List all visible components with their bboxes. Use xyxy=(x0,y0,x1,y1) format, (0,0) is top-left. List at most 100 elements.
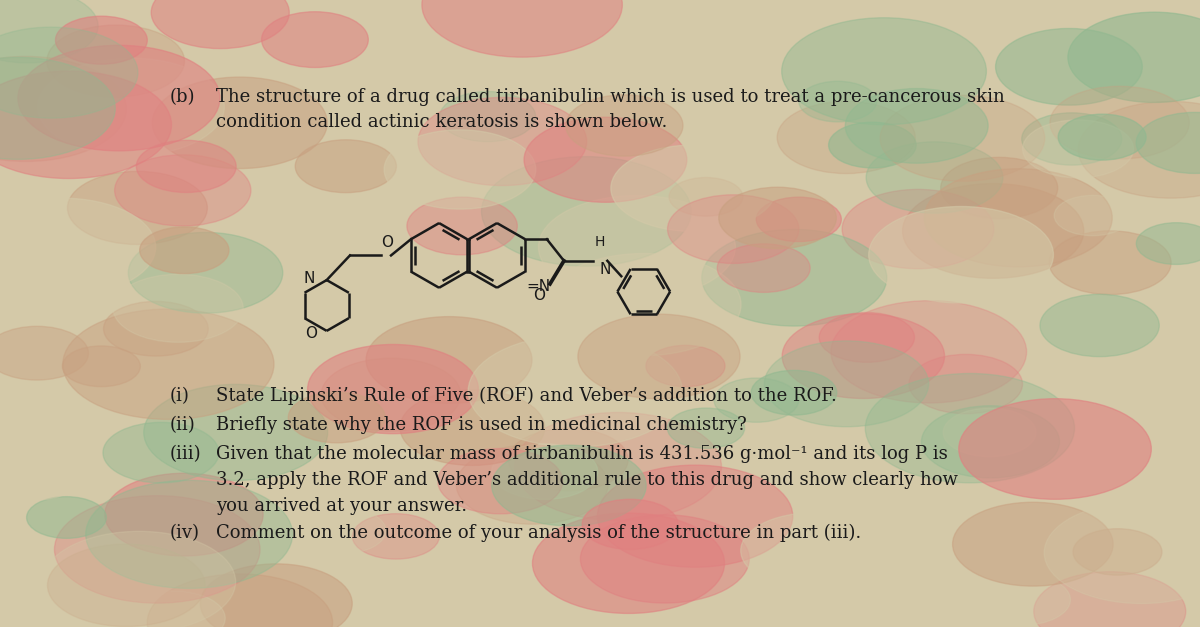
Circle shape xyxy=(1050,87,1189,159)
Circle shape xyxy=(492,444,598,499)
Circle shape xyxy=(830,301,1026,403)
Circle shape xyxy=(0,56,126,161)
Circle shape xyxy=(941,157,1057,218)
Circle shape xyxy=(262,12,368,68)
Circle shape xyxy=(1033,572,1186,627)
Circle shape xyxy=(480,265,688,374)
Circle shape xyxy=(1054,196,1132,236)
Circle shape xyxy=(113,274,244,342)
Circle shape xyxy=(782,314,944,399)
Text: H: H xyxy=(594,235,605,250)
Circle shape xyxy=(0,326,89,380)
Circle shape xyxy=(115,155,251,226)
Circle shape xyxy=(751,371,836,415)
Circle shape xyxy=(481,157,691,266)
Circle shape xyxy=(438,448,563,514)
Circle shape xyxy=(1021,113,1122,165)
Circle shape xyxy=(842,189,994,268)
Circle shape xyxy=(799,82,877,122)
Circle shape xyxy=(456,445,608,524)
Circle shape xyxy=(865,374,1074,483)
Circle shape xyxy=(902,184,1084,278)
Circle shape xyxy=(103,302,209,356)
Circle shape xyxy=(298,507,386,554)
Circle shape xyxy=(702,229,887,326)
Text: 3.2, apply the ROF and Veber’s additional rule to this drug and show clearly how: 3.2, apply the ROF and Veber’s additiona… xyxy=(216,471,958,489)
Circle shape xyxy=(764,341,929,427)
Circle shape xyxy=(54,496,260,603)
Circle shape xyxy=(0,452,82,500)
Circle shape xyxy=(646,345,725,387)
Circle shape xyxy=(922,406,1060,478)
Circle shape xyxy=(0,57,115,159)
Circle shape xyxy=(953,502,1114,586)
Circle shape xyxy=(288,392,385,443)
Circle shape xyxy=(48,544,205,626)
Circle shape xyxy=(667,195,799,263)
Circle shape xyxy=(959,399,1151,499)
Circle shape xyxy=(908,354,1022,414)
Circle shape xyxy=(120,591,226,627)
Circle shape xyxy=(492,445,646,526)
Circle shape xyxy=(18,45,220,151)
Circle shape xyxy=(1022,120,1134,178)
Text: Given that the molecular mass of tirbanibulin is 431.536 g·mol⁻¹ and its log P i: Given that the molecular mass of tirbani… xyxy=(216,445,948,463)
Circle shape xyxy=(578,314,740,399)
Circle shape xyxy=(1040,294,1159,357)
Circle shape xyxy=(55,16,148,64)
Circle shape xyxy=(128,233,283,313)
Circle shape xyxy=(353,514,439,559)
Circle shape xyxy=(103,423,218,483)
Circle shape xyxy=(137,140,236,192)
Text: O: O xyxy=(533,288,545,303)
Circle shape xyxy=(42,531,235,627)
Circle shape xyxy=(756,197,841,241)
Circle shape xyxy=(152,77,328,169)
Circle shape xyxy=(422,0,623,57)
Circle shape xyxy=(37,58,224,155)
Circle shape xyxy=(144,384,328,480)
Text: condition called actinic keratosis is shown below.: condition called actinic keratosis is sh… xyxy=(216,113,667,131)
Text: Briefly state why the ROF is used in medicinal chemistry?: Briefly state why the ROF is used in med… xyxy=(216,416,746,434)
Circle shape xyxy=(200,564,353,627)
Circle shape xyxy=(439,92,535,142)
Circle shape xyxy=(0,71,172,179)
Circle shape xyxy=(1044,502,1200,604)
Circle shape xyxy=(67,171,208,245)
Circle shape xyxy=(1068,12,1200,102)
Text: (iv): (iv) xyxy=(169,524,199,542)
Circle shape xyxy=(565,95,683,156)
Text: Comment on the outcome of your analysis of the structure in part (iii).: Comment on the outcome of your analysis … xyxy=(216,524,862,542)
Circle shape xyxy=(0,27,138,118)
Circle shape xyxy=(148,574,332,627)
Circle shape xyxy=(515,413,721,520)
Circle shape xyxy=(0,0,98,63)
Circle shape xyxy=(845,88,988,163)
Circle shape xyxy=(866,142,1003,213)
Circle shape xyxy=(322,358,461,431)
Circle shape xyxy=(667,408,744,448)
Circle shape xyxy=(972,574,1070,625)
Text: (ii): (ii) xyxy=(169,416,196,434)
Circle shape xyxy=(26,497,107,539)
Text: The structure of a drug called tirbanibulin which is used to treat a pre-cancero: The structure of a drug called tirbanibu… xyxy=(216,88,1004,107)
Circle shape xyxy=(366,317,532,403)
Circle shape xyxy=(719,187,836,249)
Circle shape xyxy=(0,198,156,296)
Circle shape xyxy=(0,486,138,575)
Circle shape xyxy=(1136,223,1200,265)
Circle shape xyxy=(778,102,916,174)
Circle shape xyxy=(262,234,347,280)
Text: O: O xyxy=(382,235,394,250)
Circle shape xyxy=(468,335,683,447)
Circle shape xyxy=(139,227,229,273)
Circle shape xyxy=(581,515,749,603)
Circle shape xyxy=(85,480,293,588)
Circle shape xyxy=(400,390,545,465)
Text: (b): (b) xyxy=(169,88,194,107)
Text: (i): (i) xyxy=(169,387,190,405)
Text: N: N xyxy=(304,271,316,286)
Circle shape xyxy=(740,513,886,589)
Text: O: O xyxy=(305,325,317,340)
Circle shape xyxy=(418,97,587,186)
